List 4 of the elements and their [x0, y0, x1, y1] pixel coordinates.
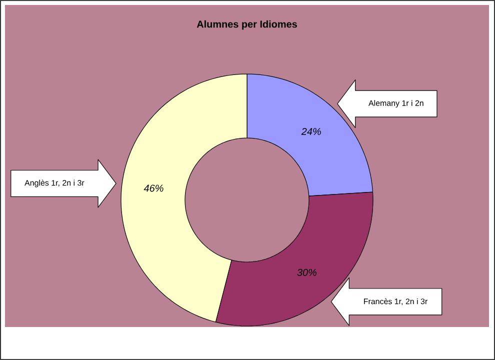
data-label: 46% — [144, 184, 164, 192]
chart-title: Alumnes per Idiomes — [196, 20, 297, 30]
data-label: 30% — [297, 268, 316, 276]
data-label: 24% — [301, 128, 321, 135]
